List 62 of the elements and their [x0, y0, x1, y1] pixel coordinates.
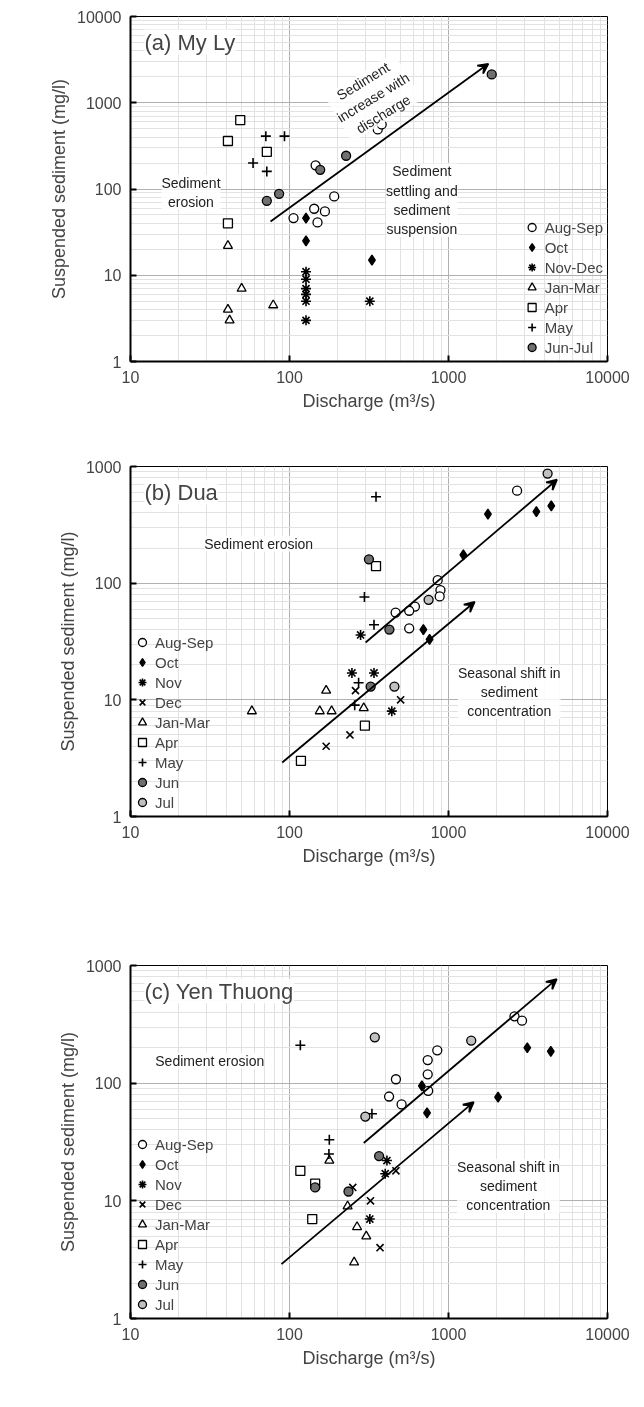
- legend-label: Dec: [155, 1195, 182, 1213]
- legend-label: Nov: [155, 1175, 182, 1193]
- y-tick-label: 1: [112, 808, 122, 826]
- y-tick-label: 10: [103, 267, 122, 285]
- legend-label: Oct: [155, 653, 179, 671]
- annotation: Seasonal shift in sediment concentration: [457, 664, 561, 720]
- legend-label: Jul: [155, 793, 175, 811]
- y-tick-label: 10: [103, 1192, 122, 1210]
- x-tick-label: 1000: [430, 823, 467, 841]
- text: (a) My Ly: [144, 29, 236, 55]
- legend-label: May: [155, 1255, 184, 1273]
- legend-label: Oct: [544, 238, 568, 256]
- legend-label: Aug-Sep: [544, 218, 603, 236]
- text: (c) Yen Thuong: [144, 978, 294, 1004]
- y-tick-label: 100: [94, 181, 122, 198]
- legend-label: Nov-Dec: [544, 258, 603, 276]
- y-tick-label: 10000: [77, 8, 122, 26]
- x-axis-title: Discharge (m³/s): [302, 845, 436, 866]
- legend-label: Aug-Sep: [155, 633, 214, 651]
- y-tick-label: 1: [112, 353, 122, 371]
- legend-label: Jan-Mar: [544, 278, 600, 296]
- annotation: Sediment erosion: [161, 174, 221, 210]
- x-tick-label: 100: [276, 1325, 303, 1343]
- y-tick-label: 100: [94, 575, 122, 593]
- x-tick-label: 100: [276, 368, 303, 386]
- legend-label: Aug-Sep: [155, 1135, 214, 1153]
- legend-label: May: [155, 753, 184, 771]
- legend-label: Jun: [155, 773, 180, 791]
- annotation: Sediment erosion: [204, 535, 314, 552]
- legend-label: May: [544, 318, 573, 336]
- legend-label: Jun: [155, 1275, 180, 1293]
- y-tick-label: 100: [94, 1075, 122, 1093]
- y-axis-title: Suspended sediment (mg/l): [49, 78, 70, 300]
- legend-label: Jan-Mar: [155, 713, 211, 731]
- x-tick-label: 1000: [430, 1325, 467, 1343]
- text: (b) Dua: [144, 479, 219, 505]
- y-tick-label: 1000: [85, 94, 122, 112]
- legend-label: Apr: [544, 298, 568, 316]
- x-tick-label: 10000: [585, 823, 630, 841]
- annotation: Seasonal shift in sediment concentration: [457, 1158, 560, 1214]
- x-tick-label: 10000: [585, 1325, 630, 1343]
- y-tick-label: 1000: [85, 458, 122, 476]
- annotation: Sediment erosion: [155, 1052, 265, 1069]
- annotation: Sediment settling and sediment suspension: [386, 163, 458, 238]
- y-axis-title: Suspended sediment (mg/l): [57, 1031, 78, 1253]
- x-tick-label: 10000: [585, 368, 630, 386]
- y-tick-label: 1000: [85, 957, 122, 975]
- x-axis-title: Discharge (m³/s): [302, 1347, 436, 1368]
- x-tick-label: 1000: [430, 368, 467, 386]
- legend-label: Oct: [155, 1155, 179, 1173]
- y-axis-title: Suspended sediment (mg/l): [57, 531, 78, 752]
- legend-label: Jun-Jul: [544, 338, 593, 356]
- y-tick-label: 10: [103, 691, 122, 709]
- y-tick-label: 1: [112, 1310, 122, 1328]
- legend-label: Apr: [155, 733, 179, 751]
- legend-label: Jul: [155, 1295, 175, 1313]
- legend-label: Jan-Mar: [155, 1215, 211, 1233]
- legend-label: Apr: [155, 1235, 179, 1253]
- x-axis-title: Discharge (m³/s): [302, 390, 436, 411]
- x-tick-label: 100: [276, 823, 303, 841]
- legend-label: Nov: [155, 673, 182, 691]
- legend-label: Dec: [155, 693, 182, 711]
